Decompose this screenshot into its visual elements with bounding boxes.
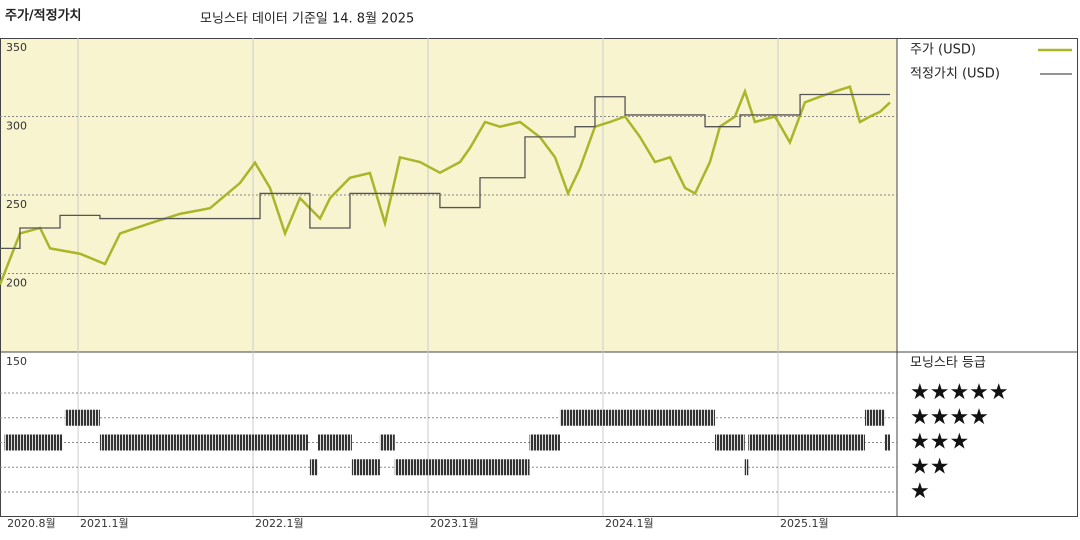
chart-title: 주가/적정가치 [5, 8, 82, 24]
legend-label: 주가 (USD) [910, 43, 976, 58]
x-tick-label: 2022.1월 [255, 517, 304, 530]
rating-bar [64, 409, 100, 426]
rating-bar [884, 434, 891, 451]
ratings-title: 모닝스타 등급 [910, 356, 986, 371]
y-tick-label: 300 [6, 120, 27, 133]
legend-label: 적정가치 (USD) [910, 67, 1000, 82]
rating-bar [744, 459, 749, 476]
rating-bar [715, 434, 745, 451]
rating-label: ★ [910, 479, 930, 504]
rating-bar [317, 434, 352, 451]
rating-bar [529, 434, 560, 451]
rating-bar [99, 434, 308, 451]
rating-label: ★★★ [910, 430, 969, 455]
chart-subtitle: 모닝스타 데이터 기준일 14. 8월 2025 [200, 12, 414, 27]
x-tick-label: 2021.1월 [80, 517, 129, 530]
y-tick-label: 150 [6, 355, 27, 368]
rating-bar [379, 434, 395, 451]
x-tick-label: 2023.1월 [430, 517, 479, 530]
x-tick-label: 2024.1월 [605, 517, 654, 530]
rating-bar [4, 434, 63, 451]
series-line [0, 93, 890, 250]
rating-bar [748, 434, 865, 451]
series-line [0, 85, 891, 285]
frame [0, 38, 1078, 517]
rating-label: ★★ [910, 454, 949, 479]
y-tick-label: 250 [6, 198, 27, 211]
rating-bar [309, 459, 318, 476]
rating-bar [394, 459, 530, 476]
rating-bar [351, 459, 380, 476]
rating-label: ★★★★ [910, 405, 989, 430]
rating-label: ★★★★★ [910, 380, 1009, 405]
rating-bar [864, 409, 885, 426]
y-tick-label: 350 [6, 41, 27, 54]
rating-bar [559, 409, 716, 426]
x-tick-label: 2025.1월 [780, 517, 829, 530]
y-tick-label: 200 [6, 277, 27, 290]
x-tick-label: 2020.8월 [7, 517, 56, 530]
